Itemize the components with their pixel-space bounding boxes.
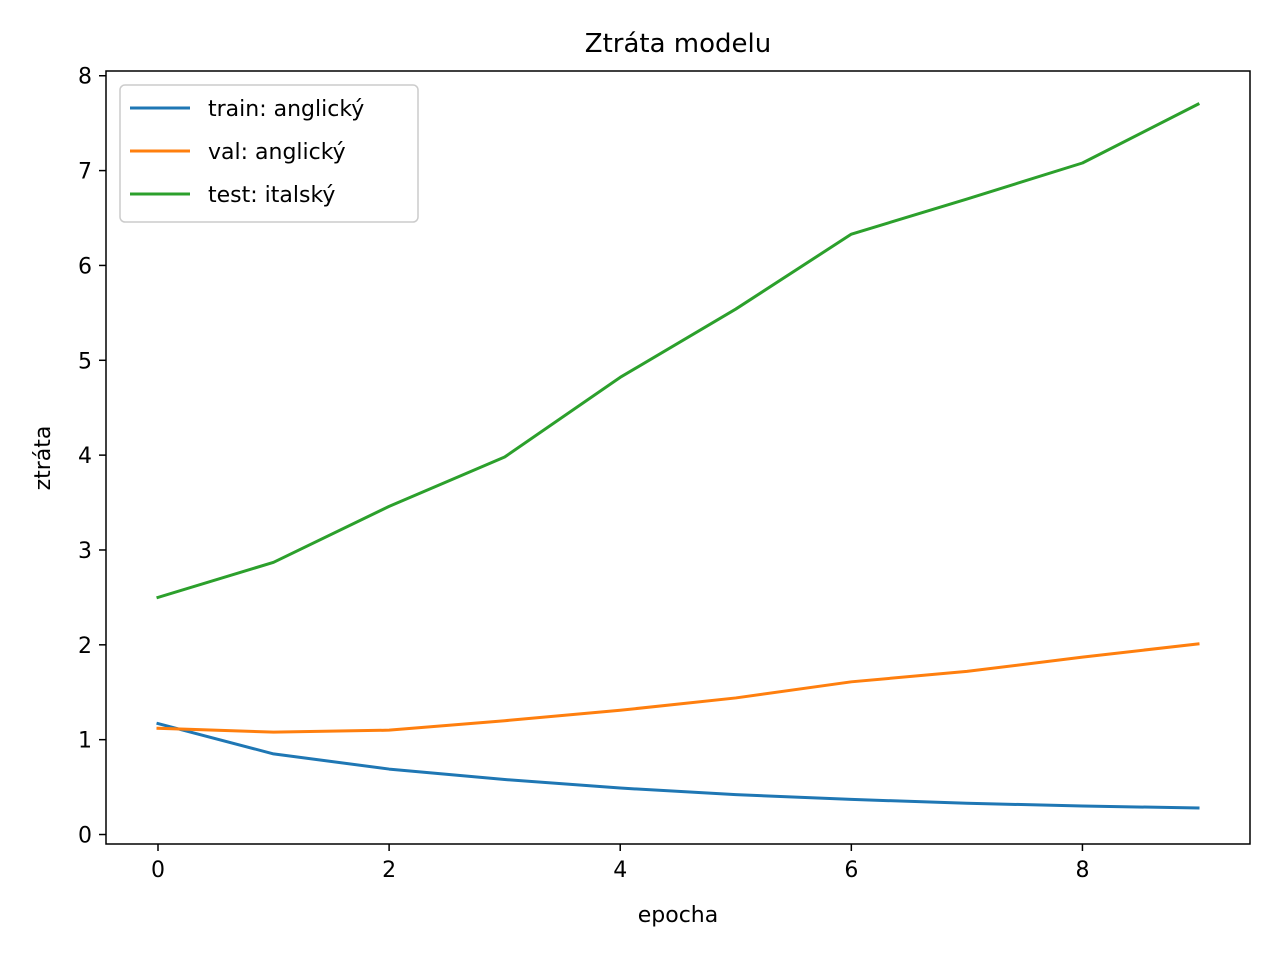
x-tick-label: 4	[613, 858, 627, 883]
y-tick-label: 8	[78, 65, 92, 90]
legend: train: anglický val: anglický test: italsk…	[119, 84, 419, 223]
chart-title: Ztráta modelu	[585, 29, 771, 59]
y-tick-label: 3	[78, 539, 92, 564]
series-line	[156, 642, 1200, 734]
plot-area-frame	[105, 70, 1251, 845]
legend-label: train: anglický	[208, 97, 364, 122]
y-tick-label: 4	[78, 444, 92, 469]
series-line	[156, 721, 1200, 810]
y-axis-ticks: 0 1 2 3 4 5 6 7 8	[78, 65, 106, 849]
y-tick-label: 2	[78, 634, 92, 659]
legend-label: val: anglický	[208, 140, 346, 165]
x-axis-ticks: 0 2 4 6 8	[151, 844, 1089, 883]
legend-box	[119, 84, 419, 223]
y-axis-label: ztráta	[31, 426, 56, 491]
series-line	[156, 102, 1201, 600]
y-tick-label: 0	[78, 824, 92, 849]
y-tick-label: 1	[78, 729, 92, 754]
y-tick-label: 7	[78, 160, 92, 185]
series-layer	[156, 102, 1201, 810]
x-tick-label: 2	[382, 858, 396, 883]
x-tick-label: 0	[151, 858, 165, 883]
x-axis-label: epocha	[638, 903, 718, 928]
y-tick-label: 5	[78, 349, 92, 374]
x-tick-label: 8	[1075, 858, 1089, 883]
y-tick-label: 6	[78, 254, 92, 279]
x-tick-label: 6	[844, 858, 858, 883]
legend-label: test: italský	[208, 183, 335, 208]
